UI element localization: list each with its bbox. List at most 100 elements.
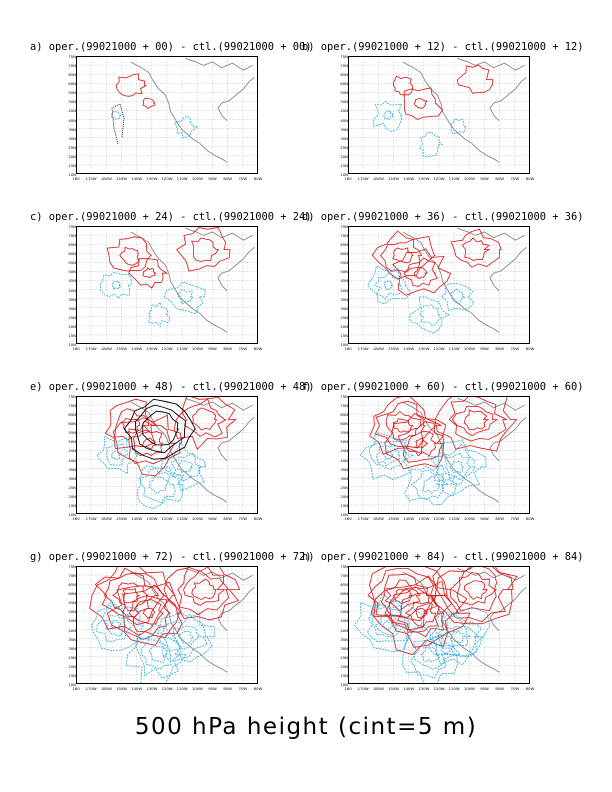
map-frame [76,566,258,684]
positive-contour [106,581,183,646]
lat-label: 20N [68,493,76,499]
lat-label: 75N [340,394,348,399]
lon-label: 80W [495,686,504,691]
positive-contour [181,398,227,438]
negative-contour [372,100,403,133]
graticule [76,226,258,344]
lon-label: 130W [418,686,430,691]
lon-label: 150W [387,516,400,521]
coastline [185,397,253,411]
positive-contour [405,430,438,457]
lat-label: 75N [68,224,76,229]
lat-label: 65N [340,412,348,418]
lon-label: 70W [238,516,248,521]
lat-label: 35N [340,636,348,642]
lat-label: 10N [68,172,76,177]
lat-label: 60N [68,81,76,87]
lat-label: 20N [340,153,348,159]
positive-contour [122,587,141,604]
lon-label: 80W [223,176,232,181]
lon-label: 120W [161,516,173,521]
lon-label: 130W [418,176,430,181]
positive-contour [389,586,453,638]
lat-label: 30N [340,135,348,141]
lon-label: 110W [176,346,188,351]
lat-label: 75N [340,564,348,569]
coastline [457,567,525,581]
negative-contour [353,592,423,653]
lat-label: 20N [68,663,76,669]
lat-label: 70N [340,233,348,239]
lat-label: 35N [68,466,76,472]
lat-label: 45N [68,448,76,454]
lat-label: 50N [340,269,348,275]
lon-label: 160 [344,516,352,521]
lat-label: 55N [340,430,348,436]
positive-contour [374,400,426,449]
lon-label: 130W [146,516,158,521]
lat-label: 45N [340,108,348,114]
negative-contour [382,619,393,631]
positive-contour [371,230,436,280]
map-canvas [348,226,530,344]
lat-label: 10N [340,172,348,177]
contour-map [76,566,258,684]
map-frame [348,56,530,174]
lon-label: 60W [525,516,535,521]
positive-contour [449,566,498,612]
lat-label: 10N [68,682,76,687]
lat-label: 10N [68,512,76,517]
lon-label: 110W [176,176,188,181]
lat-label: 25N [340,144,348,150]
negative-contour [428,607,491,666]
lon-label: 130W [418,516,430,521]
lat-label: 25N [340,484,348,490]
lon-label: 120W [433,516,445,521]
lon-label: 100W [463,686,475,691]
map-panel-d: d) oper.(99021000 + 36) - ctl.(99021000 … [302,210,584,375]
lat-label: 15N [68,672,76,678]
lon-label: 180W [100,346,112,351]
negative-contour [373,270,403,300]
graticule [348,226,530,344]
lon-label: 150W [115,346,128,351]
lat-label: 30N [68,645,76,651]
lon-label: 180W [372,686,384,691]
lon-label: 90W [208,346,217,351]
lat-label: 15N [68,332,76,338]
lat-label: 40N [68,117,76,123]
positive-contour [448,396,507,442]
negative-contour [156,611,216,663]
lat-label: 40N [68,627,76,633]
lon-label: 140W [131,346,143,351]
lat-label: 30N [68,135,76,141]
lon-label: 80W [495,346,504,351]
positive-contour [192,407,217,431]
lat-label: 75N [68,564,76,569]
lat-label: 30N [340,305,348,311]
lat-label: 15N [340,332,348,338]
lon-label: 120W [161,686,173,691]
map-canvas [76,566,258,684]
lat-label: 45N [68,108,76,114]
lon-label: 70W [510,516,520,521]
negative-contour [427,439,487,497]
lat-label: 35N [68,126,76,132]
lat-label: 20N [68,323,76,329]
lon-label: 160 [344,176,352,181]
height-contours [353,566,518,684]
lat-label: 55N [340,260,348,266]
lon-label: 60W [253,516,263,521]
negative-contour [401,627,462,684]
lat-label: 20N [340,663,348,669]
lon-label: 90W [480,516,489,521]
negative-contour [413,638,449,670]
positive-contour [461,237,491,262]
lat-label: 55N [68,90,76,96]
lon-label: 100W [463,176,475,181]
panel-title: a) oper.(99021000 + 00) - ctl.(99021000 … [30,41,312,53]
lon-label: 150W [115,686,128,691]
negative-contour [170,453,202,482]
lon-label: 100W [463,516,475,521]
positive-contour [369,566,448,631]
